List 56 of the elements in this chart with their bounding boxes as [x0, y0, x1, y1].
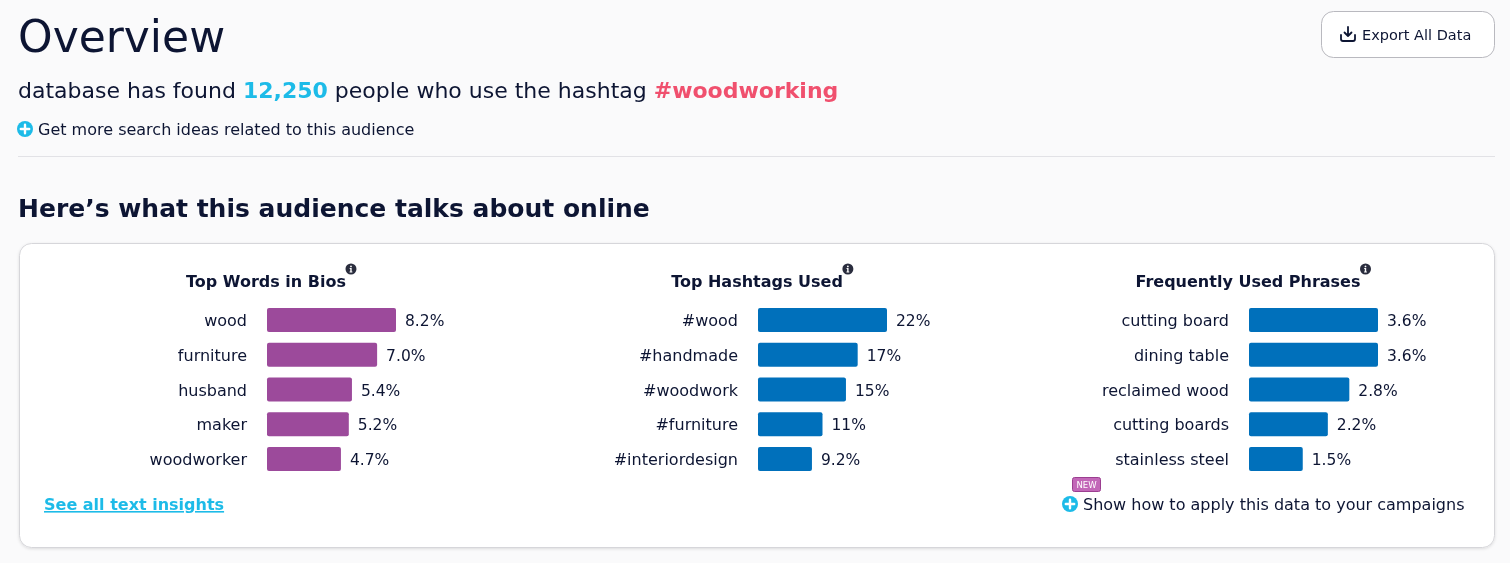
- badge: NEW: [1072, 477, 1101, 492]
- y-tick-label: furniture: [177, 345, 247, 365]
- data-label: 9.2%: [820, 451, 861, 469]
- bar: [758, 412, 823, 437]
- bar: [1249, 447, 1303, 471]
- y-tick-label: maker: [196, 415, 248, 435]
- chart-title: Top Hashtags Used: [671, 272, 843, 291]
- bar: [267, 342, 378, 367]
- y-tick-label: #interiordesign: [613, 450, 738, 469]
- y-tick-label: stainless steel: [1115, 450, 1229, 469]
- y-tick-label: dining table: [1133, 345, 1229, 365]
- data-label: 3.6%: [1387, 346, 1427, 365]
- y-tick-label: cutting board: [1121, 311, 1229, 330]
- data-label: 15%: [854, 381, 890, 400]
- bar: [758, 308, 887, 332]
- bar: [267, 412, 349, 437]
- y-tick-label: #wood: [681, 311, 738, 330]
- bar: [267, 377, 352, 402]
- bar: [758, 447, 812, 471]
- y-tick-label: #furniture: [655, 415, 738, 435]
- bar: [1249, 377, 1350, 402]
- y-tick-label: #woodwork: [643, 380, 739, 400]
- data-label: 7.0%: [386, 346, 426, 365]
- text: Get more search ideas related to this audience: [38, 120, 415, 139]
- chart-title: Frequently Used Phrases: [1135, 272, 1361, 291]
- data-label: 3.6%: [1387, 312, 1427, 330]
- data-label: 8.2%: [405, 312, 445, 330]
- bar: [758, 377, 846, 402]
- bar: [1249, 342, 1378, 367]
- data-label: 1.5%: [1311, 451, 1352, 469]
- data-label: 2.8%: [1358, 381, 1398, 400]
- text: Show how to apply this data to your campaigns: [1083, 495, 1465, 514]
- bar: [758, 342, 858, 367]
- y-tick-label: #handmade: [638, 345, 738, 365]
- bar: [267, 447, 341, 471]
- data-label: 5.4%: [360, 381, 401, 400]
- text: Here’s what this audience talks about online: [18, 194, 650, 223]
- bar: [1249, 308, 1378, 332]
- y-tick-label: wood: [204, 311, 247, 330]
- data-label: 11%: [831, 416, 866, 435]
- bar: [267, 308, 396, 332]
- chart-title: Top Words in Bios: [186, 272, 346, 291]
- data-label: 17%: [866, 346, 902, 365]
- bar: [1249, 412, 1328, 437]
- data-label: 2.2%: [1336, 416, 1377, 435]
- y-tick-label: reclaimed wood: [1101, 380, 1229, 400]
- text: database has found 12,250 people who use the hashtag #woodworking: [18, 78, 839, 103]
- data-label: 5.2%: [357, 416, 398, 435]
- data-label: 22%: [896, 312, 931, 330]
- data-label: 4.7%: [349, 451, 390, 469]
- export-button: Export All Data: [1321, 11, 1495, 58]
- text: Overview: [18, 11, 226, 62]
- y-tick-label: husband: [178, 380, 247, 400]
- y-tick-label: woodworker: [149, 450, 248, 469]
- text: See all text insights: [44, 495, 225, 514]
- y-tick-label: cutting boards: [1113, 415, 1229, 435]
